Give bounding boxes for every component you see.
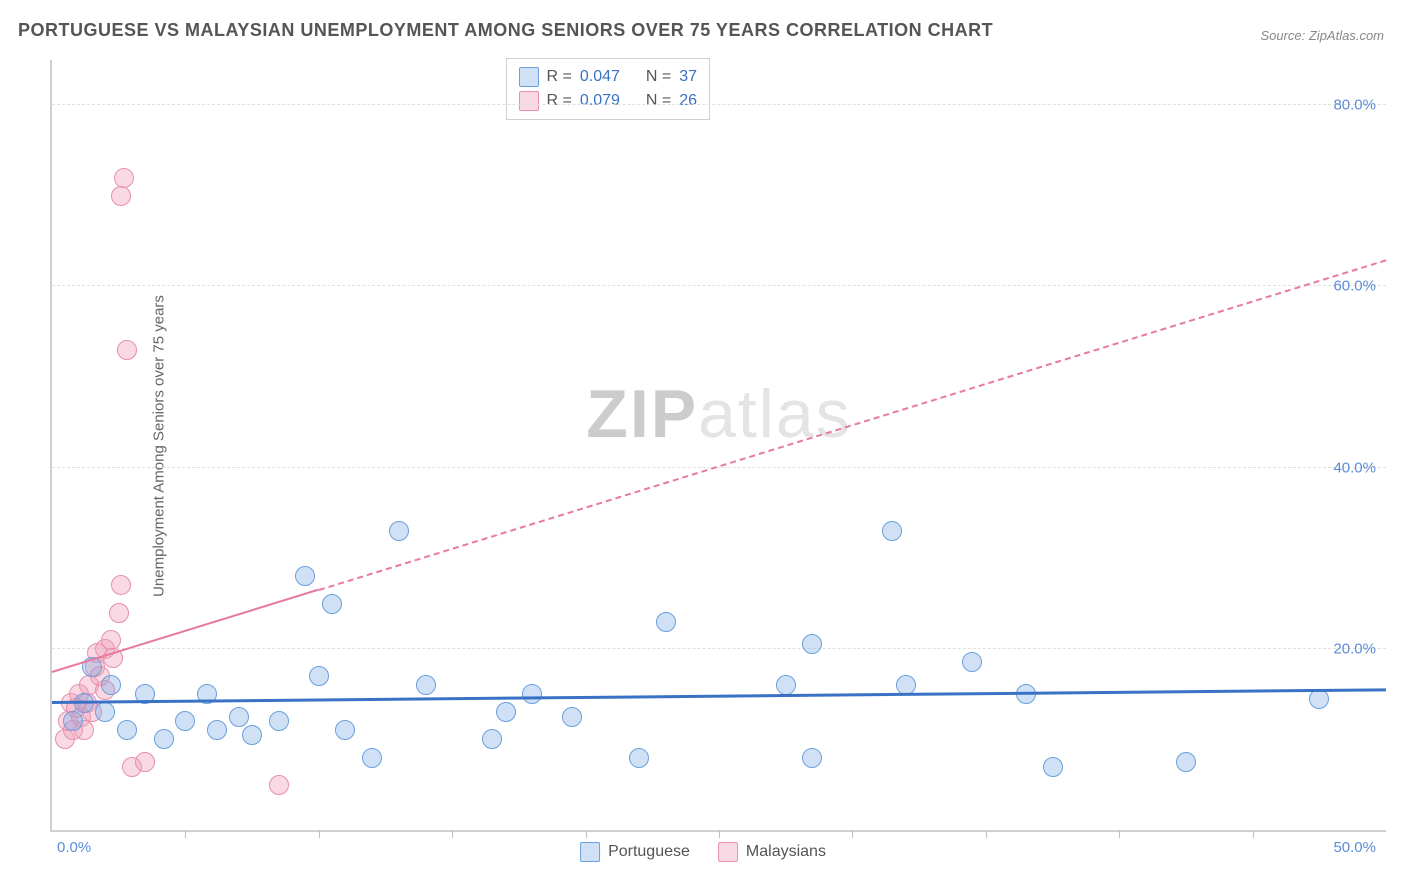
y-tick-label: 80.0% [1333,97,1376,114]
data-point-portuguese [269,711,289,731]
data-point-malaysians [135,752,155,772]
data-point-portuguese [335,720,355,740]
y-tick-label: 60.0% [1333,278,1376,295]
data-point-portuguese [295,566,315,586]
data-point-portuguese [242,725,262,745]
data-point-portuguese [629,748,649,768]
r-label: R = [547,89,572,113]
source-credit: Source: ZipAtlas.com [1260,28,1384,43]
gridline [52,285,1386,286]
data-point-malaysians [111,575,131,595]
data-point-malaysians [111,186,131,206]
data-point-portuguese [207,720,227,740]
legend-item: Portuguese [580,842,690,862]
data-point-portuguese [882,521,902,541]
x-axis-min-label: 0.0% [57,839,91,856]
data-point-portuguese [802,748,822,768]
data-point-portuguese [154,729,174,749]
scatter-chart: ZIPatlas R =0.047N =37R =0.079N =26 0.0%… [50,60,1386,832]
legend-swatch [519,67,539,87]
data-point-malaysians [269,775,289,795]
data-point-portuguese [416,675,436,695]
legend-swatch [580,842,600,862]
gridline [52,104,1386,105]
x-tick [1119,830,1120,838]
data-point-portuguese [63,711,83,731]
n-value: 37 [679,65,697,89]
legend-label: Malaysians [746,843,826,861]
data-point-portuguese [522,684,542,704]
data-point-portuguese [175,711,195,731]
data-point-portuguese [389,521,409,541]
regression-line [52,689,1386,705]
n-label: N = [646,65,671,89]
data-point-portuguese [1043,757,1063,777]
legend-swatch [519,91,539,111]
x-tick [719,830,720,838]
data-point-portuguese [496,702,516,722]
x-tick [1253,830,1254,838]
data-point-portuguese [482,729,502,749]
legend-label: Portuguese [608,843,690,861]
x-tick [852,830,853,838]
r-value: 0.047 [580,65,628,89]
correlation-legend: R = 0.047 N = 37 R = 0.079 N = 26 [506,58,710,120]
data-point-portuguese [95,702,115,722]
data-point-portuguese [962,652,982,672]
gridline [52,648,1386,649]
x-axis-max-label: 50.0% [1333,839,1376,856]
data-point-portuguese [562,707,582,727]
watermark-logo: ZIPatlas [586,375,851,453]
data-point-malaysians [109,603,129,623]
data-point-portuguese [117,720,137,740]
legend-swatch [718,842,738,862]
data-point-portuguese [101,675,121,695]
data-point-portuguese [362,748,382,768]
legend-row: R = 0.079 N = 26 [519,89,697,113]
legend-row: R = 0.047 N = 37 [519,65,697,89]
r-value: 0.079 [580,89,628,113]
data-point-malaysians [101,630,121,650]
r-label: R = [547,65,572,89]
x-tick [586,830,587,838]
n-label: N = [646,89,671,113]
data-point-malaysians [114,168,134,188]
x-tick [185,830,186,838]
regression-line-dashed [319,259,1387,591]
series-legend: Portuguese Malaysians [580,842,826,862]
n-value: 26 [679,89,697,113]
y-tick-label: 20.0% [1333,640,1376,657]
y-tick-label: 40.0% [1333,459,1376,476]
data-point-portuguese [802,634,822,654]
data-point-portuguese [229,707,249,727]
data-point-portuguese [309,666,329,686]
x-tick [986,830,987,838]
chart-title: PORTUGUESE VS MALAYSIAN UNEMPLOYMENT AMO… [18,20,993,41]
data-point-portuguese [656,612,676,632]
legend-item: Malaysians [718,842,826,862]
data-point-portuguese [776,675,796,695]
x-tick [319,830,320,838]
data-point-malaysians [117,340,137,360]
x-tick [452,830,453,838]
data-point-portuguese [322,594,342,614]
data-point-portuguese [1176,752,1196,772]
